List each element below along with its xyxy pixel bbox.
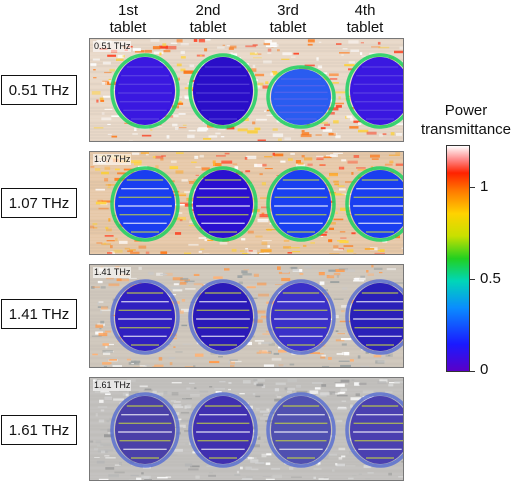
column-header-label: 4th tablet [346, 2, 384, 36]
panel-image [90, 378, 403, 480]
column-header-4th-tablet: 4th tablet [327, 2, 403, 36]
colorbar-tick [470, 187, 475, 188]
frequency-label-0: 0.51 THz [1, 75, 77, 105]
colorbar [446, 145, 470, 372]
panel-image [90, 265, 403, 367]
frequency-label-2: 1.41 THz [1, 299, 77, 329]
column-header-label: 1st tablet [109, 2, 147, 36]
panel-image [90, 152, 403, 254]
column-header-label: 3rd tablet [269, 2, 307, 36]
frequency-text: 1.07 THz [8, 194, 70, 212]
colorbar-label-1: 1 [480, 178, 489, 195]
colorbar-label-0-5: 0.5 [480, 270, 501, 287]
thz-image-panel-3: 1.61 THz [89, 377, 404, 481]
thz-image-panel-1: 1.07 THz [89, 151, 404, 255]
thz-image-panel-2: 1.41 THz [89, 264, 404, 368]
colorbar-tick [470, 371, 475, 372]
panel-frequency-tag: 0.51 THz [93, 41, 132, 52]
panel-frequency-tag: 1.41 THz [93, 267, 132, 278]
frequency-label-3: 1.61 THz [1, 415, 77, 445]
panel-frequency-tag: 1.61 THz [93, 380, 132, 391]
column-header-1st-tablet: 1st tablet [90, 2, 166, 36]
frequency-text: 1.61 THz [8, 421, 70, 439]
panel-frequency-tag: 1.07 THz [93, 154, 132, 165]
column-header-label: 2nd tablet [189, 2, 227, 36]
frequency-label-1: 1.07 THz [1, 188, 77, 218]
colorbar-label-0: 0 [480, 361, 489, 378]
thz-image-panel-0: 0.51 THz [89, 38, 404, 142]
colorbar-title: Power transmittance [420, 102, 512, 138]
colorbar-tick [470, 279, 475, 280]
frequency-text: 1.41 THz [8, 305, 70, 323]
panel-image [90, 39, 403, 141]
column-header-3rd-tablet: 3rd tablet [250, 2, 326, 36]
column-header-2nd-tablet: 2nd tablet [170, 2, 246, 36]
frequency-text: 0.51 THz [8, 81, 70, 99]
